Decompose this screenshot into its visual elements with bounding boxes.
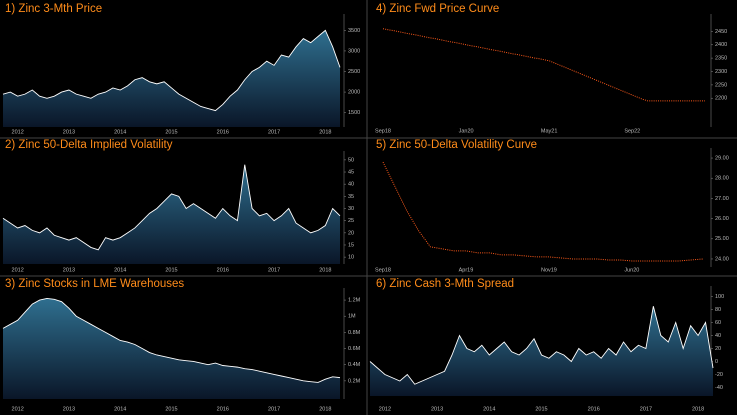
chart-title: 5) Zinc 50-Delta Volatility Curve xyxy=(376,139,537,151)
x-tick-label: 2017 xyxy=(268,267,280,273)
y-tick-label: 1500 xyxy=(348,110,360,116)
line xyxy=(2,29,341,112)
x-tick-label: 2015 xyxy=(165,406,177,412)
x-tick-label: 2017 xyxy=(268,406,280,412)
x-tick-label: Jan20 xyxy=(459,128,474,134)
y-tick-label: 2400 xyxy=(715,42,727,48)
y-tick-label: 1.2M xyxy=(348,298,361,304)
x-tick-label: Nov19 xyxy=(541,267,557,273)
y-tick-label: 27.00 xyxy=(715,196,729,202)
y-tick-label: 2000 xyxy=(348,90,360,96)
chart-title: 4) Zinc Fwd Price Curve xyxy=(376,3,499,15)
x-tick-label: 2012 xyxy=(12,267,24,273)
chart-title: 1) Zinc 3-Mth Price xyxy=(5,3,102,15)
x-tick-label: 2014 xyxy=(114,267,126,273)
y-tick-label: 45 xyxy=(348,169,354,175)
x-tick-label: 2015 xyxy=(535,406,547,412)
y-tick-label: 24.00 xyxy=(715,256,729,262)
y-tick-label: 0.8M xyxy=(348,330,361,336)
y-tick-label: 0 xyxy=(715,359,718,365)
y-tick-label: -20 xyxy=(715,372,723,378)
y-tick-label: 2250 xyxy=(715,82,727,88)
chart-title: 3) Zinc Stocks in LME Warehouses xyxy=(5,278,184,290)
y-tick-label: 0.2M xyxy=(348,378,361,384)
y-tick-label: 2200 xyxy=(715,96,727,102)
x-tick-label: 2012 xyxy=(12,406,24,412)
y-tick-label: 20 xyxy=(715,346,721,352)
y-tick-label: 100 xyxy=(715,294,724,300)
x-tick-label: 2018 xyxy=(319,406,331,412)
x-tick-label: Sep18 xyxy=(375,128,391,134)
chart-title: 2) Zinc 50-Delta Implied Volatility xyxy=(5,139,173,151)
y-tick-label: 29.00 xyxy=(715,156,729,162)
x-tick-label: 2013 xyxy=(63,129,75,135)
line xyxy=(382,161,704,262)
y-tick-label: 28.00 xyxy=(715,176,729,182)
y-tick-label: 25 xyxy=(348,218,354,224)
y-tick-label: 80 xyxy=(715,307,721,313)
y-tick-label: 2350 xyxy=(715,56,727,62)
area-fill xyxy=(3,298,340,399)
y-tick-label: 0.4M xyxy=(348,362,361,368)
x-tick-label: 2015 xyxy=(165,267,177,273)
y-tick-label: 20 xyxy=(348,230,354,236)
y-tick-label: 2300 xyxy=(715,69,727,75)
y-tick-label: -40 xyxy=(715,385,723,391)
x-tick-label: 2012 xyxy=(379,406,391,412)
y-tick-label: 25.00 xyxy=(715,236,729,242)
x-tick-label: 2014 xyxy=(483,406,495,412)
y-tick-label: 10 xyxy=(348,255,354,261)
y-tick-label: 1M xyxy=(348,314,356,320)
y-tick-label: 30 xyxy=(348,206,354,212)
x-tick-label: May21 xyxy=(541,128,558,134)
y-tick-label: 2450 xyxy=(715,29,727,35)
x-tick-label: 2015 xyxy=(165,129,177,135)
line xyxy=(2,164,341,251)
y-tick-label: 15 xyxy=(348,242,354,248)
x-tick-label: Sep22 xyxy=(624,128,640,134)
x-tick-label: 2013 xyxy=(431,406,443,412)
x-tick-label: 2012 xyxy=(12,129,24,135)
y-tick-label: 40 xyxy=(348,182,354,188)
area-fill xyxy=(3,164,340,264)
x-tick-label: 2014 xyxy=(114,129,126,135)
x-tick-label: 2013 xyxy=(63,267,75,273)
x-tick-label: 2013 xyxy=(63,406,75,412)
y-tick-label: 3000 xyxy=(348,48,360,54)
x-tick-label: Apr19 xyxy=(459,267,474,273)
x-tick-label: 2016 xyxy=(217,406,229,412)
y-tick-label: 35 xyxy=(348,194,354,200)
x-tick-label: 2016 xyxy=(217,267,229,273)
x-tick-label: 2016 xyxy=(588,406,600,412)
y-tick-label: 50 xyxy=(348,157,354,163)
y-tick-label: 0.6M xyxy=(348,346,361,352)
area-fill xyxy=(370,306,713,396)
x-tick-label: 2017 xyxy=(268,129,280,135)
x-tick-label: 2018 xyxy=(319,267,331,273)
y-tick-label: 3500 xyxy=(348,28,360,34)
y-tick-label: 2500 xyxy=(348,69,360,75)
chart-title: 6) Zinc Cash 3-Mth Spread xyxy=(376,278,514,290)
x-tick-label: 2018 xyxy=(319,129,331,135)
x-tick-label: Sep18 xyxy=(375,267,391,273)
line xyxy=(369,306,714,385)
x-tick-label: 2014 xyxy=(114,406,126,412)
x-tick-label: 2016 xyxy=(217,129,229,135)
line xyxy=(2,298,341,383)
y-tick-label: 40 xyxy=(715,333,721,339)
x-tick-label: 2018 xyxy=(692,406,704,412)
x-tick-label: Jun20 xyxy=(624,267,639,273)
x-tick-label: 2017 xyxy=(640,406,652,412)
area-fill xyxy=(3,30,340,128)
y-tick-label: 60 xyxy=(715,320,721,326)
y-tick-label: 26.00 xyxy=(715,216,729,222)
